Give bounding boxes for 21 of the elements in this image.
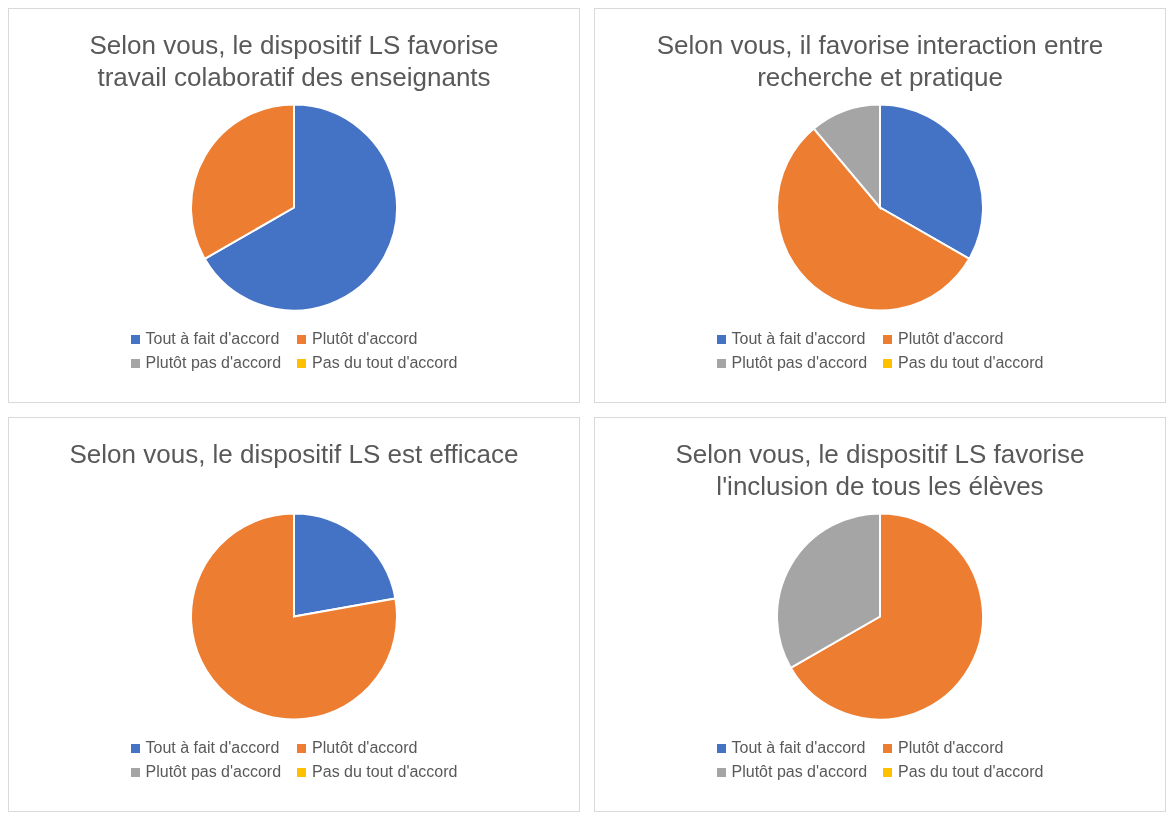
chart-title: Selon vous, le dispositif LS est efficace [68, 438, 520, 471]
legend-label: Tout à fait d'accord [731, 330, 866, 348]
legend-label: Pas du tout d'accord [312, 354, 458, 372]
legend-label: Plutôt pas d'accord [731, 763, 868, 781]
chart-title: Selon vous, il favorise interaction entre recherche et pratique [655, 29, 1105, 94]
legend-label: Tout à fait d'accord [731, 739, 866, 757]
legend-label: Plutôt d'accord [312, 739, 418, 757]
legend-label: Tout à fait d'accord [145, 739, 280, 757]
legend-label: Pas du tout d'accord [312, 763, 458, 781]
legend-label: Plutôt d'accord [312, 330, 418, 348]
legend-label: Pas du tout d'accord [898, 763, 1044, 781]
legend-label: Pas du tout d'accord [898, 354, 1044, 372]
legend-label: Plutôt pas d'accord [145, 763, 282, 781]
chart-title: Selon vous, le dispositif LS favorise travail colaboratif des enseignants [88, 29, 500, 94]
legend-label: Tout à fait d'accord [145, 330, 280, 348]
legend-label: Plutôt pas d'accord [145, 354, 282, 372]
legend-label: Plutôt pas d'accord [731, 354, 868, 372]
legend-label: Plutôt d'accord [898, 739, 1004, 757]
legend-label: Plutôt d'accord [898, 330, 1004, 348]
pie-slice [190, 512, 398, 721]
chart-title: Selon vous, le dispositif LS favorise l'inclusion de tous les élèves [674, 438, 1086, 503]
